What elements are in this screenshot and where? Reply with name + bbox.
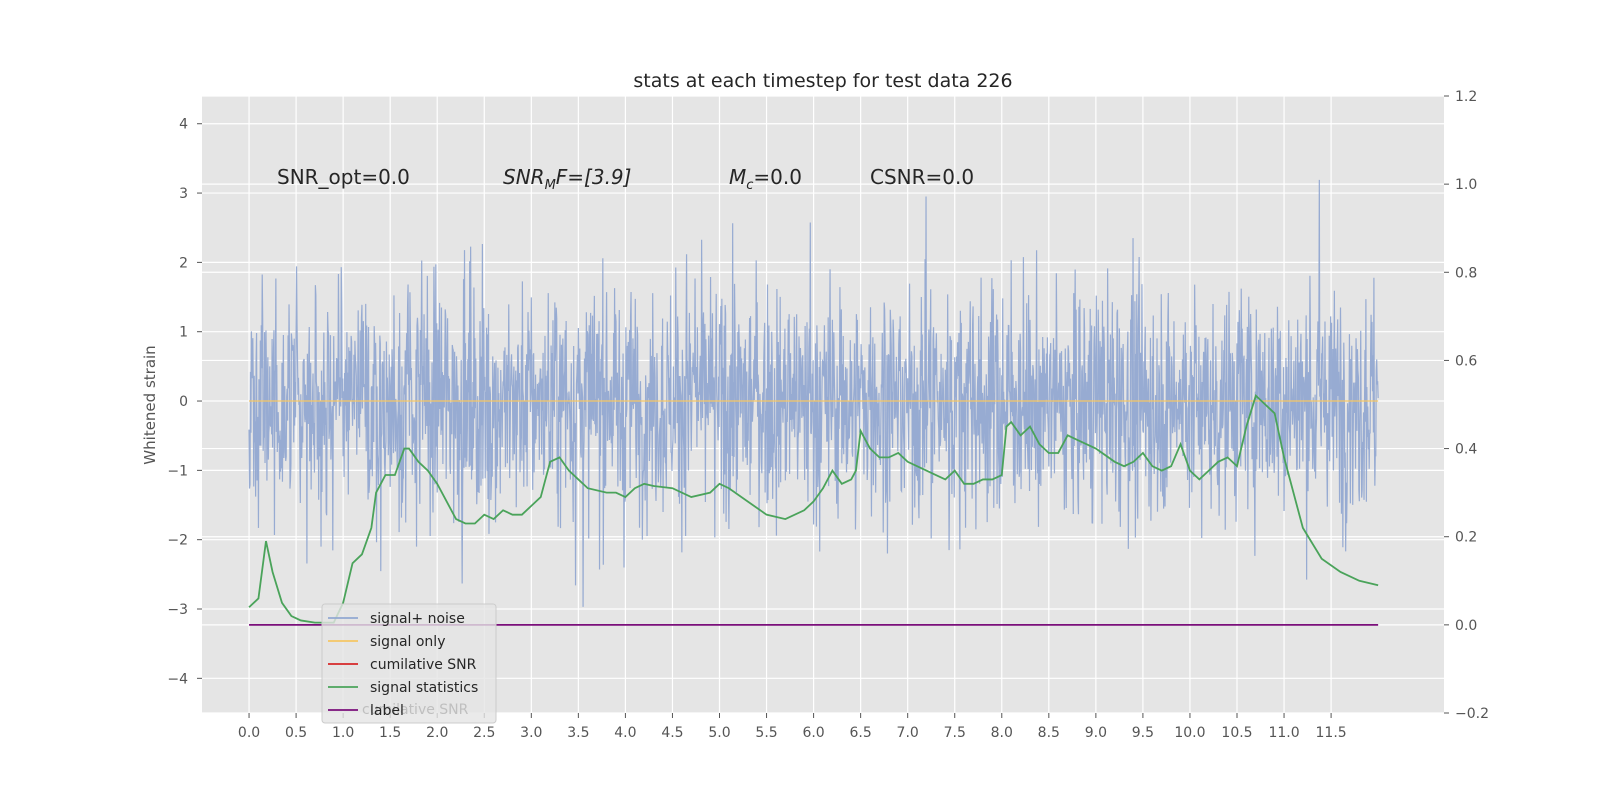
x-tick-label-22: 11.0 (1268, 725, 1299, 741)
y-tick-label-3: 1 (179, 325, 188, 341)
x-tick-label-21: 10.5 (1221, 725, 1252, 741)
x-tick-label-13: 6.5 (850, 725, 872, 741)
x-tick-label-4: 2.0 (426, 725, 448, 741)
y2-tick-label-3: 0.6 (1455, 353, 1477, 369)
annotation-mc-sub: c (746, 178, 753, 193)
y-tick-label-4: 0 (179, 394, 188, 410)
legend-label-0: signal+ noise (370, 611, 465, 627)
y-tick-label-1: 3 (179, 186, 188, 202)
x-tick-label-8: 4.0 (614, 725, 636, 741)
x-tick-label-23: 11.5 (1316, 725, 1347, 741)
x-tick-label-5: 2.5 (473, 725, 495, 741)
x-tick-label-14: 7.0 (897, 725, 919, 741)
legend-box (321, 603, 497, 724)
y-tick-label-2: 2 (179, 255, 188, 271)
annotation-mc-main: M (729, 165, 746, 189)
y2-tick-label-4: 0.4 (1455, 442, 1477, 458)
annotation-snr-mf-main: SNR (503, 165, 545, 189)
y-tick-label-0: 4 (179, 117, 188, 133)
x-tick-label-18: 9.0 (1085, 725, 1107, 741)
y2-tick-label-6: 0.0 (1455, 618, 1477, 634)
x-tick-label-11: 5.5 (755, 725, 777, 741)
y2-tick-label-5: 0.2 (1455, 530, 1477, 546)
x-axis: 0.0 0.5 1.0 1.5 2.0 2.5 3.0 3.5 4.0 4.5 5.0 5.5 6.0 6… (238, 713, 1347, 741)
y-tick-label-6: −2 (167, 533, 188, 549)
x-tick-label-15: 7.5 (944, 725, 966, 741)
y2-tick-label-2: 0.8 (1455, 265, 1477, 281)
annotation-snr-opt: SNR_opt=0.0 (277, 165, 410, 189)
y2-tick-label-1: 1.0 (1455, 177, 1477, 193)
x-tick-label-1: 0.5 (285, 725, 307, 741)
y-axis-left: 4 3 2 1 0 −1 −2 −3 −4 (167, 117, 202, 687)
annotation-snr-mf: SNRMF=[3.9] (503, 165, 631, 193)
legend-label-1: signal only (370, 634, 445, 650)
legend-entries: signal+ noise signal only cumilative SNR si… (328, 611, 478, 719)
y-tick-label-7: −3 (167, 602, 188, 618)
x-tick-label-7: 3.5 (567, 725, 589, 741)
y-tick-label-5: −1 (167, 463, 188, 479)
y2-tick-label-7: −0.2 (1455, 706, 1489, 722)
annotation-mc: Mc=0.0 (729, 165, 802, 193)
x-tick-label-2: 1.0 (332, 725, 354, 741)
x-tick-label-10: 5.0 (708, 725, 730, 741)
y-tick-label-8: −4 (167, 671, 188, 687)
x-tick-label-0: 0.0 (238, 725, 260, 741)
x-tick-label-17: 8.5 (1038, 725, 1060, 741)
series-line-signal-statistics (248, 394, 1379, 624)
chart-title: stats at each timestep for test data 226 (633, 70, 1012, 92)
legend-label-4: label (370, 703, 404, 719)
x-tick-label-12: 6.0 (802, 725, 824, 741)
x-tick-label-3: 1.5 (379, 725, 401, 741)
y-axis-right: 1.2 1.0 0.8 0.6 0.4 0.2 0.0 −0.2 (1444, 89, 1489, 722)
x-tick-label-16: 8.0 (991, 725, 1013, 741)
legend: cumilative SNR signal+ noise signal only c… (321, 603, 497, 724)
x-tick-label-20: 10.0 (1174, 725, 1205, 741)
legend-label-2: cumilative SNR (370, 657, 477, 673)
annotation-csnr: CSNR=0.0 (870, 165, 974, 189)
y-axis-label: Whitened strain (141, 345, 159, 464)
grid (202, 95, 1444, 714)
annotation-snr-mf-tail: F=[3.9] (556, 165, 632, 189)
legend-label-3: signal statistics (370, 680, 478, 696)
x-tick-label-9: 4.5 (661, 725, 683, 741)
legend-ghost-text: cumilative SNR (362, 702, 469, 718)
annotation-snr-mf-sub: M (545, 178, 556, 193)
annotation-mc-tail: =0.0 (753, 165, 802, 189)
x-tick-label-6: 3.0 (520, 725, 542, 741)
x-tick-label-19: 9.5 (1132, 725, 1154, 741)
y2-tick-label-0: 1.2 (1455, 89, 1477, 105)
